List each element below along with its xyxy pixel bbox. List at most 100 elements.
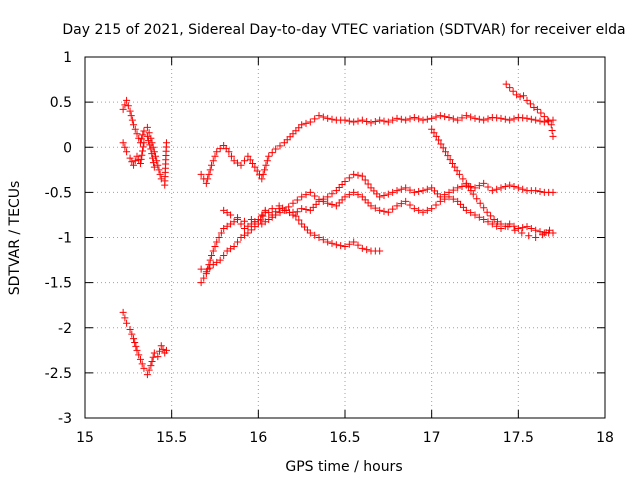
y-tick-label: 0.5 <box>50 95 72 111</box>
data-point-interp <box>209 157 217 165</box>
y-tick-label: 0 <box>63 140 72 156</box>
y-tick-label: -1.5 <box>45 276 72 292</box>
data-point-interp <box>159 345 167 353</box>
data-point-interp <box>338 181 346 189</box>
data-point <box>315 112 323 120</box>
data-point <box>133 130 141 138</box>
data-point <box>147 145 155 153</box>
data-point-interp <box>451 163 459 171</box>
data-point <box>272 211 280 219</box>
data-point-interp <box>257 216 265 224</box>
data-points <box>119 80 557 379</box>
data-point-interp <box>311 192 319 200</box>
series-arc-1 <box>119 96 170 189</box>
data-point <box>514 184 522 192</box>
data-point <box>462 112 470 120</box>
data-point <box>532 116 540 124</box>
data-point <box>435 136 443 144</box>
data-point-interp <box>137 155 145 163</box>
data-point-interp <box>259 212 267 220</box>
data-point-interp <box>255 171 263 179</box>
y-axis-label: SDTVAR / TECUs <box>7 181 23 296</box>
data-point-interp <box>293 196 301 204</box>
x-tick-label: 16.5 <box>329 430 360 446</box>
data-point-interp <box>319 113 327 121</box>
data-point <box>123 148 131 156</box>
data-point <box>358 244 366 252</box>
data-point <box>332 202 340 210</box>
data-point <box>514 224 522 232</box>
data-point <box>480 215 488 223</box>
data-point <box>549 188 557 196</box>
data-point-interp <box>449 195 457 203</box>
data-point-interp <box>138 151 146 159</box>
data-point-interp <box>527 115 535 123</box>
data-point-interp <box>380 207 388 215</box>
data-point <box>208 161 216 169</box>
data-point-interp <box>302 119 310 127</box>
data-point-interp <box>467 113 475 121</box>
data-point-interp <box>484 115 492 123</box>
data-point <box>282 206 290 214</box>
data-point <box>504 223 512 231</box>
data-point-interp <box>459 175 467 183</box>
data-point <box>306 188 314 196</box>
series-arc-2 <box>119 132 158 171</box>
data-point-interp <box>519 185 527 193</box>
data-point-interp <box>519 224 527 232</box>
data-point <box>244 152 252 160</box>
data-point-interp <box>234 238 242 246</box>
data-point <box>324 238 332 246</box>
data-point <box>410 188 418 196</box>
x-tick-label: 15 <box>76 430 94 446</box>
data-point-interp <box>149 154 157 162</box>
data-point-interp <box>259 170 267 178</box>
data-point-interp <box>423 206 431 214</box>
data-point-interp <box>227 152 235 160</box>
data-point-interp <box>328 239 336 247</box>
data-point <box>544 116 552 124</box>
data-point <box>332 187 340 195</box>
data-point <box>497 220 505 228</box>
data-point-interp <box>510 183 518 191</box>
data-point-interp <box>206 256 214 264</box>
data-point-interp <box>146 141 154 149</box>
data-point-interp <box>389 205 397 213</box>
data-point <box>324 199 332 207</box>
data-point-interp <box>128 116 136 124</box>
data-point <box>126 107 134 115</box>
data-point-interp <box>459 203 467 211</box>
data-point-interp <box>204 175 212 183</box>
data-point <box>410 205 418 213</box>
data-point <box>523 114 531 122</box>
data-point-interp <box>335 184 343 192</box>
data-point-interp <box>151 152 159 160</box>
data-point <box>376 247 384 255</box>
data-point <box>341 193 349 201</box>
data-point-interp <box>261 166 269 174</box>
data-point <box>462 179 470 187</box>
data-point-interp <box>262 161 270 169</box>
data-point-interp <box>131 157 139 165</box>
data-point-interp <box>200 274 208 282</box>
data-point <box>428 125 436 133</box>
data-point <box>130 335 138 343</box>
data-point <box>225 148 233 156</box>
data-point <box>442 148 450 156</box>
data-point <box>341 116 349 124</box>
data-point-interp <box>149 353 157 361</box>
data-point-interp <box>145 129 153 137</box>
data-point <box>298 121 306 129</box>
x-tick-labels: 15 15.5 16 16.5 17 17.5 18 <box>76 430 614 446</box>
data-point <box>488 187 496 195</box>
data-point <box>480 179 488 187</box>
data-point <box>506 181 514 189</box>
data-point-interp <box>432 113 440 121</box>
data-point <box>261 208 269 216</box>
data-point-interp <box>389 116 397 124</box>
data-point-interp <box>138 360 146 368</box>
data-point <box>532 226 540 234</box>
data-point <box>150 163 158 171</box>
data-point-interp <box>475 213 483 221</box>
data-point-interp <box>363 246 371 254</box>
